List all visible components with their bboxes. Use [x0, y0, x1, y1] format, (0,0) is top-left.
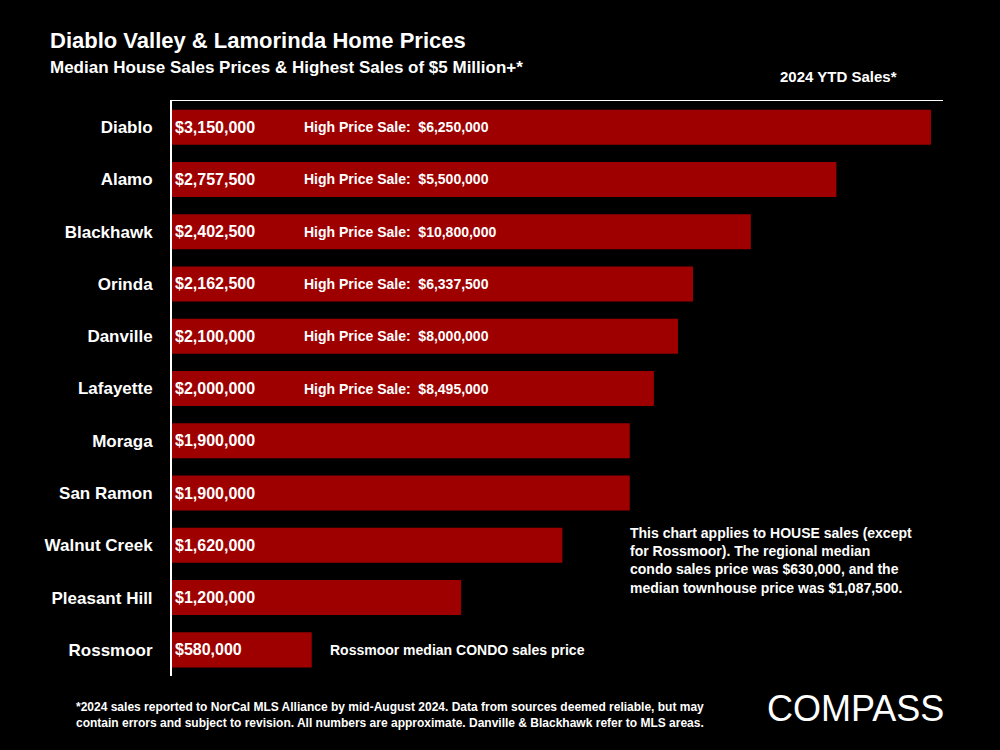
svg-text:$1,620,000: $1,620,000 — [175, 537, 255, 554]
svg-text:Rossmoor: Rossmoor — [69, 641, 153, 660]
svg-text:Walnut Creek: Walnut Creek — [45, 536, 154, 555]
svg-text:$1,900,000: $1,900,000 — [175, 485, 255, 502]
svg-text:$2,000,000: $2,000,000 — [175, 380, 255, 397]
svg-text:Diablo Valley & Lamorinda Home: Diablo Valley & Lamorinda Home Prices — [50, 28, 466, 53]
svg-text:Diablo: Diablo — [101, 118, 153, 137]
svg-text:*2024 sales reported to NorCal: *2024 sales reported to NorCal MLS Allia… — [76, 700, 704, 730]
svg-text:2024 YTD Sales*: 2024 YTD Sales* — [780, 68, 897, 85]
svg-text:High Price Sale: $6,337,500: High Price Sale: $6,337,500 — [304, 276, 489, 292]
svg-text:Pleasant Hill: Pleasant Hill — [51, 589, 152, 608]
svg-text:Median House Sales Prices & Hi: Median House Sales Prices & Highest Sale… — [50, 58, 523, 77]
svg-text:$3,150,000: $3,150,000 — [175, 119, 255, 136]
svg-text:$1,900,000: $1,900,000 — [175, 432, 255, 449]
svg-text:High Price Sale: $10,800,000: High Price Sale: $10,800,000 — [304, 224, 496, 240]
svg-text:Alamo: Alamo — [101, 170, 153, 189]
svg-text:$2,100,000: $2,100,000 — [175, 328, 255, 345]
svg-text:High Price Sale: $6,250,000: High Price Sale: $6,250,000 — [304, 119, 489, 135]
svg-text:$2,757,500: $2,757,500 — [175, 171, 255, 188]
svg-text:$580,000: $580,000 — [175, 641, 242, 658]
svg-text:Moraga: Moraga — [92, 432, 153, 451]
svg-text:$2,402,500: $2,402,500 — [175, 223, 255, 240]
svg-text:Orinda: Orinda — [98, 275, 153, 294]
svg-text:San Ramon: San Ramon — [59, 484, 153, 503]
svg-text:$1,200,000: $1,200,000 — [175, 589, 255, 606]
svg-text:This chart applies to HOUSE sa: This chart applies to HOUSE sales (excep… — [630, 525, 912, 596]
svg-text:High Price Sale: $5,500,000: High Price Sale: $5,500,000 — [304, 171, 489, 187]
svg-text:COMPASS: COMPASS — [767, 688, 944, 729]
svg-text:$2,162,500: $2,162,500 — [175, 275, 255, 292]
svg-text:Danville: Danville — [87, 327, 152, 346]
svg-text:High Price Sale: $8,495,000: High Price Sale: $8,495,000 — [304, 381, 489, 397]
svg-text:Rossmoor median CONDO sales pr: Rossmoor median CONDO sales price — [330, 642, 585, 658]
svg-text:Lafayette: Lafayette — [78, 379, 153, 398]
svg-text:High Price Sale: $8,000,000: High Price Sale: $8,000,000 — [304, 328, 489, 344]
svg-text:Blackhawk: Blackhawk — [65, 223, 153, 242]
